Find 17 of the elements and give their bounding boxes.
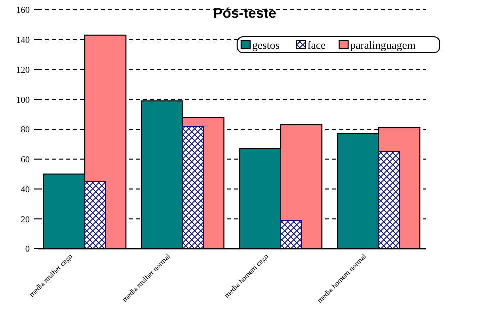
bar (378, 151, 400, 250)
legend-label: paralinguagem (350, 40, 416, 52)
y-tick-label: 40 (21, 184, 30, 194)
legend-label: gestos (252, 40, 280, 52)
legend-label: face (308, 40, 326, 52)
y-tick-label: 120 (16, 64, 30, 75)
y-tick-label: 20 (21, 214, 30, 224)
y-tick-label: 60 (21, 154, 30, 165)
bar (84, 181, 106, 250)
y-tick-label: 140 (16, 35, 30, 46)
y-tick-label: 100 (16, 94, 30, 105)
y-tick-label: 80 (21, 124, 30, 135)
y-tick-label: 160 (16, 5, 30, 16)
chart-title: Pós-teste (213, 5, 277, 21)
bar (182, 126, 204, 250)
bar (280, 220, 302, 250)
y-tick-label: 0 (26, 244, 30, 254)
